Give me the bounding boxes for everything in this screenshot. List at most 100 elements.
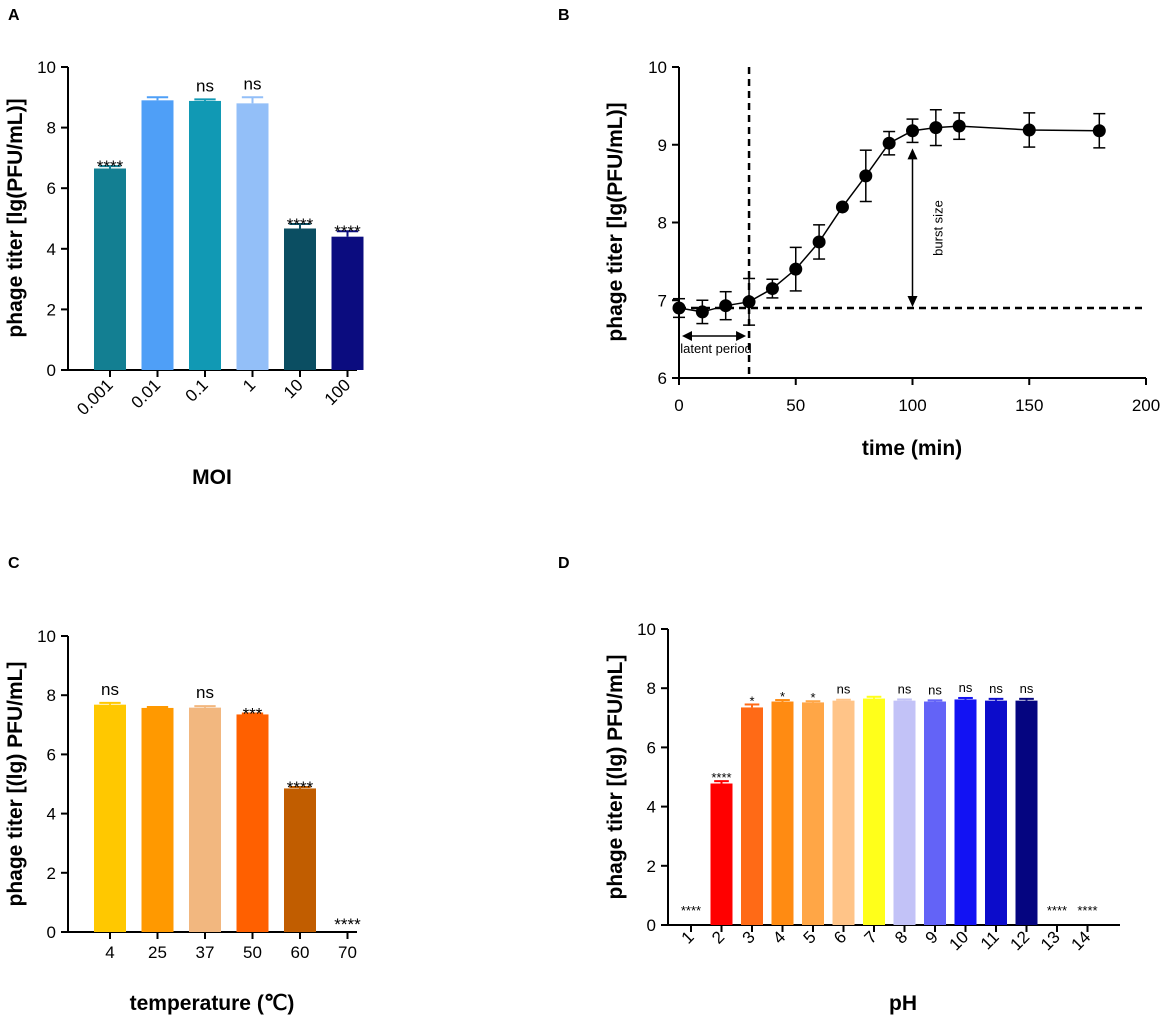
x-tick-label: 100 [321, 375, 354, 408]
significance-label: **** [711, 770, 731, 785]
x-tick-label: 6 [830, 927, 850, 947]
significance-label: ns [989, 681, 1003, 696]
y-tick-label: 4 [47, 805, 56, 824]
x-tick-label: 4 [769, 927, 789, 947]
x-tick-label: 0.001 [73, 375, 117, 419]
burst-size-label: burst size [931, 200, 946, 256]
significance-label: * [780, 689, 785, 704]
y-tick-label: 8 [658, 214, 667, 233]
panel-a: A 0 2 4 6 8 10 0.001 **** 0.01 0.1 ns 1 ns 10 **** 100 **… [4, 7, 364, 489]
panel-c: C 0 2 4 6 8 10 4 ns 25 37 ns 50 *** 60 **** 70 **** phage … [4, 555, 361, 1015]
x-axis-title: MOI [192, 466, 232, 489]
y-tick-label: 10 [37, 627, 56, 646]
x-tick-label: 13 [1037, 927, 1064, 954]
x-tick-label: 11 [977, 927, 1003, 953]
burst-arrow-head-bottom [907, 296, 918, 308]
significance-label: ns [837, 682, 851, 697]
data-point [672, 301, 686, 315]
y-tick-label: 6 [647, 738, 656, 757]
significance-label: * [749, 693, 754, 708]
bar [741, 707, 763, 925]
bar [710, 783, 733, 925]
x-tick-label: 0.01 [127, 375, 164, 412]
y-tick-label: 6 [47, 179, 56, 198]
bar [331, 236, 364, 370]
x-tick-label: 1 [239, 375, 259, 395]
bar [985, 700, 1007, 925]
bar [236, 714, 269, 932]
data-point [906, 124, 919, 138]
x-tick-label: 5 [800, 927, 820, 947]
bar [802, 702, 824, 925]
data-point [695, 305, 709, 319]
x-tick-label: 8 [891, 927, 911, 947]
data-point [742, 295, 756, 309]
significance-label: ns [898, 681, 912, 696]
significance-label: *** [243, 705, 263, 724]
x-tick-label: 50 [243, 943, 262, 962]
x-tick-label: 50 [786, 396, 805, 415]
y-tick-label: 2 [47, 300, 56, 319]
y-tick-label: 6 [47, 745, 56, 764]
y-axis-title: phage titer [(lg) PFU/mL] [604, 655, 627, 900]
burst-arrow-head-top [907, 148, 918, 160]
significance-label: **** [287, 215, 314, 234]
panel-letter: B [558, 7, 570, 24]
data-point [929, 121, 943, 135]
x-tick-label: 0 [674, 396, 683, 415]
bar [284, 228, 316, 370]
y-tick-label: 0 [47, 923, 56, 942]
y-axis-title: phage titer [lg(PFU/mL)] [4, 98, 27, 337]
bar [771, 701, 794, 925]
significance-label: * [810, 690, 815, 705]
bar [893, 700, 916, 925]
bar [284, 788, 316, 932]
latent-period-label: latent period [680, 341, 752, 356]
significance-label: **** [1047, 903, 1067, 918]
panel-letter: D [558, 555, 570, 572]
x-tick-label: 25 [148, 943, 167, 962]
y-axis-title: phage titer [lg(PFU/mL)] [604, 102, 627, 341]
y-tick-label: 2 [47, 864, 56, 883]
significance-label: **** [1077, 903, 1097, 918]
y-tick-label: 7 [658, 291, 667, 310]
latent-arrow-head-right [736, 331, 747, 341]
bar [863, 698, 885, 925]
bar [832, 700, 855, 925]
y-tick-label: 10 [37, 58, 56, 77]
x-tick-label: 12 [1007, 927, 1034, 954]
y-tick-label: 4 [47, 240, 56, 259]
bar [141, 707, 174, 932]
x-axis-title: time (min) [862, 437, 962, 460]
x-tick-label: 14 [1068, 927, 1095, 954]
bar [954, 699, 977, 925]
y-tick-label: 10 [637, 620, 656, 639]
significance-label: ns [101, 680, 119, 699]
y-tick-label: 4 [647, 798, 656, 817]
x-axis-title: pH [889, 992, 917, 1015]
x-tick-label: 200 [1132, 396, 1160, 415]
bar [141, 100, 174, 370]
y-tick-label: 10 [648, 58, 667, 77]
data-point [859, 169, 873, 183]
significance-label: **** [681, 903, 701, 918]
x-tick-label: 150 [1015, 396, 1043, 415]
x-tick-label: 70 [338, 943, 357, 962]
x-tick-label: 100 [898, 396, 926, 415]
y-tick-label: 0 [47, 361, 56, 380]
bar [924, 701, 946, 925]
x-tick-label: 4 [105, 943, 114, 962]
x-tick-label: 10 [946, 927, 973, 954]
significance-label: **** [334, 915, 361, 934]
significance-label: ns [928, 682, 942, 697]
data-point [812, 235, 826, 249]
data-point [952, 119, 966, 133]
significance-label: ns [196, 76, 214, 95]
significance-label: ns [196, 683, 214, 702]
x-tick-label: 37 [196, 943, 215, 962]
significance-label: **** [97, 157, 124, 176]
bar [236, 103, 269, 371]
